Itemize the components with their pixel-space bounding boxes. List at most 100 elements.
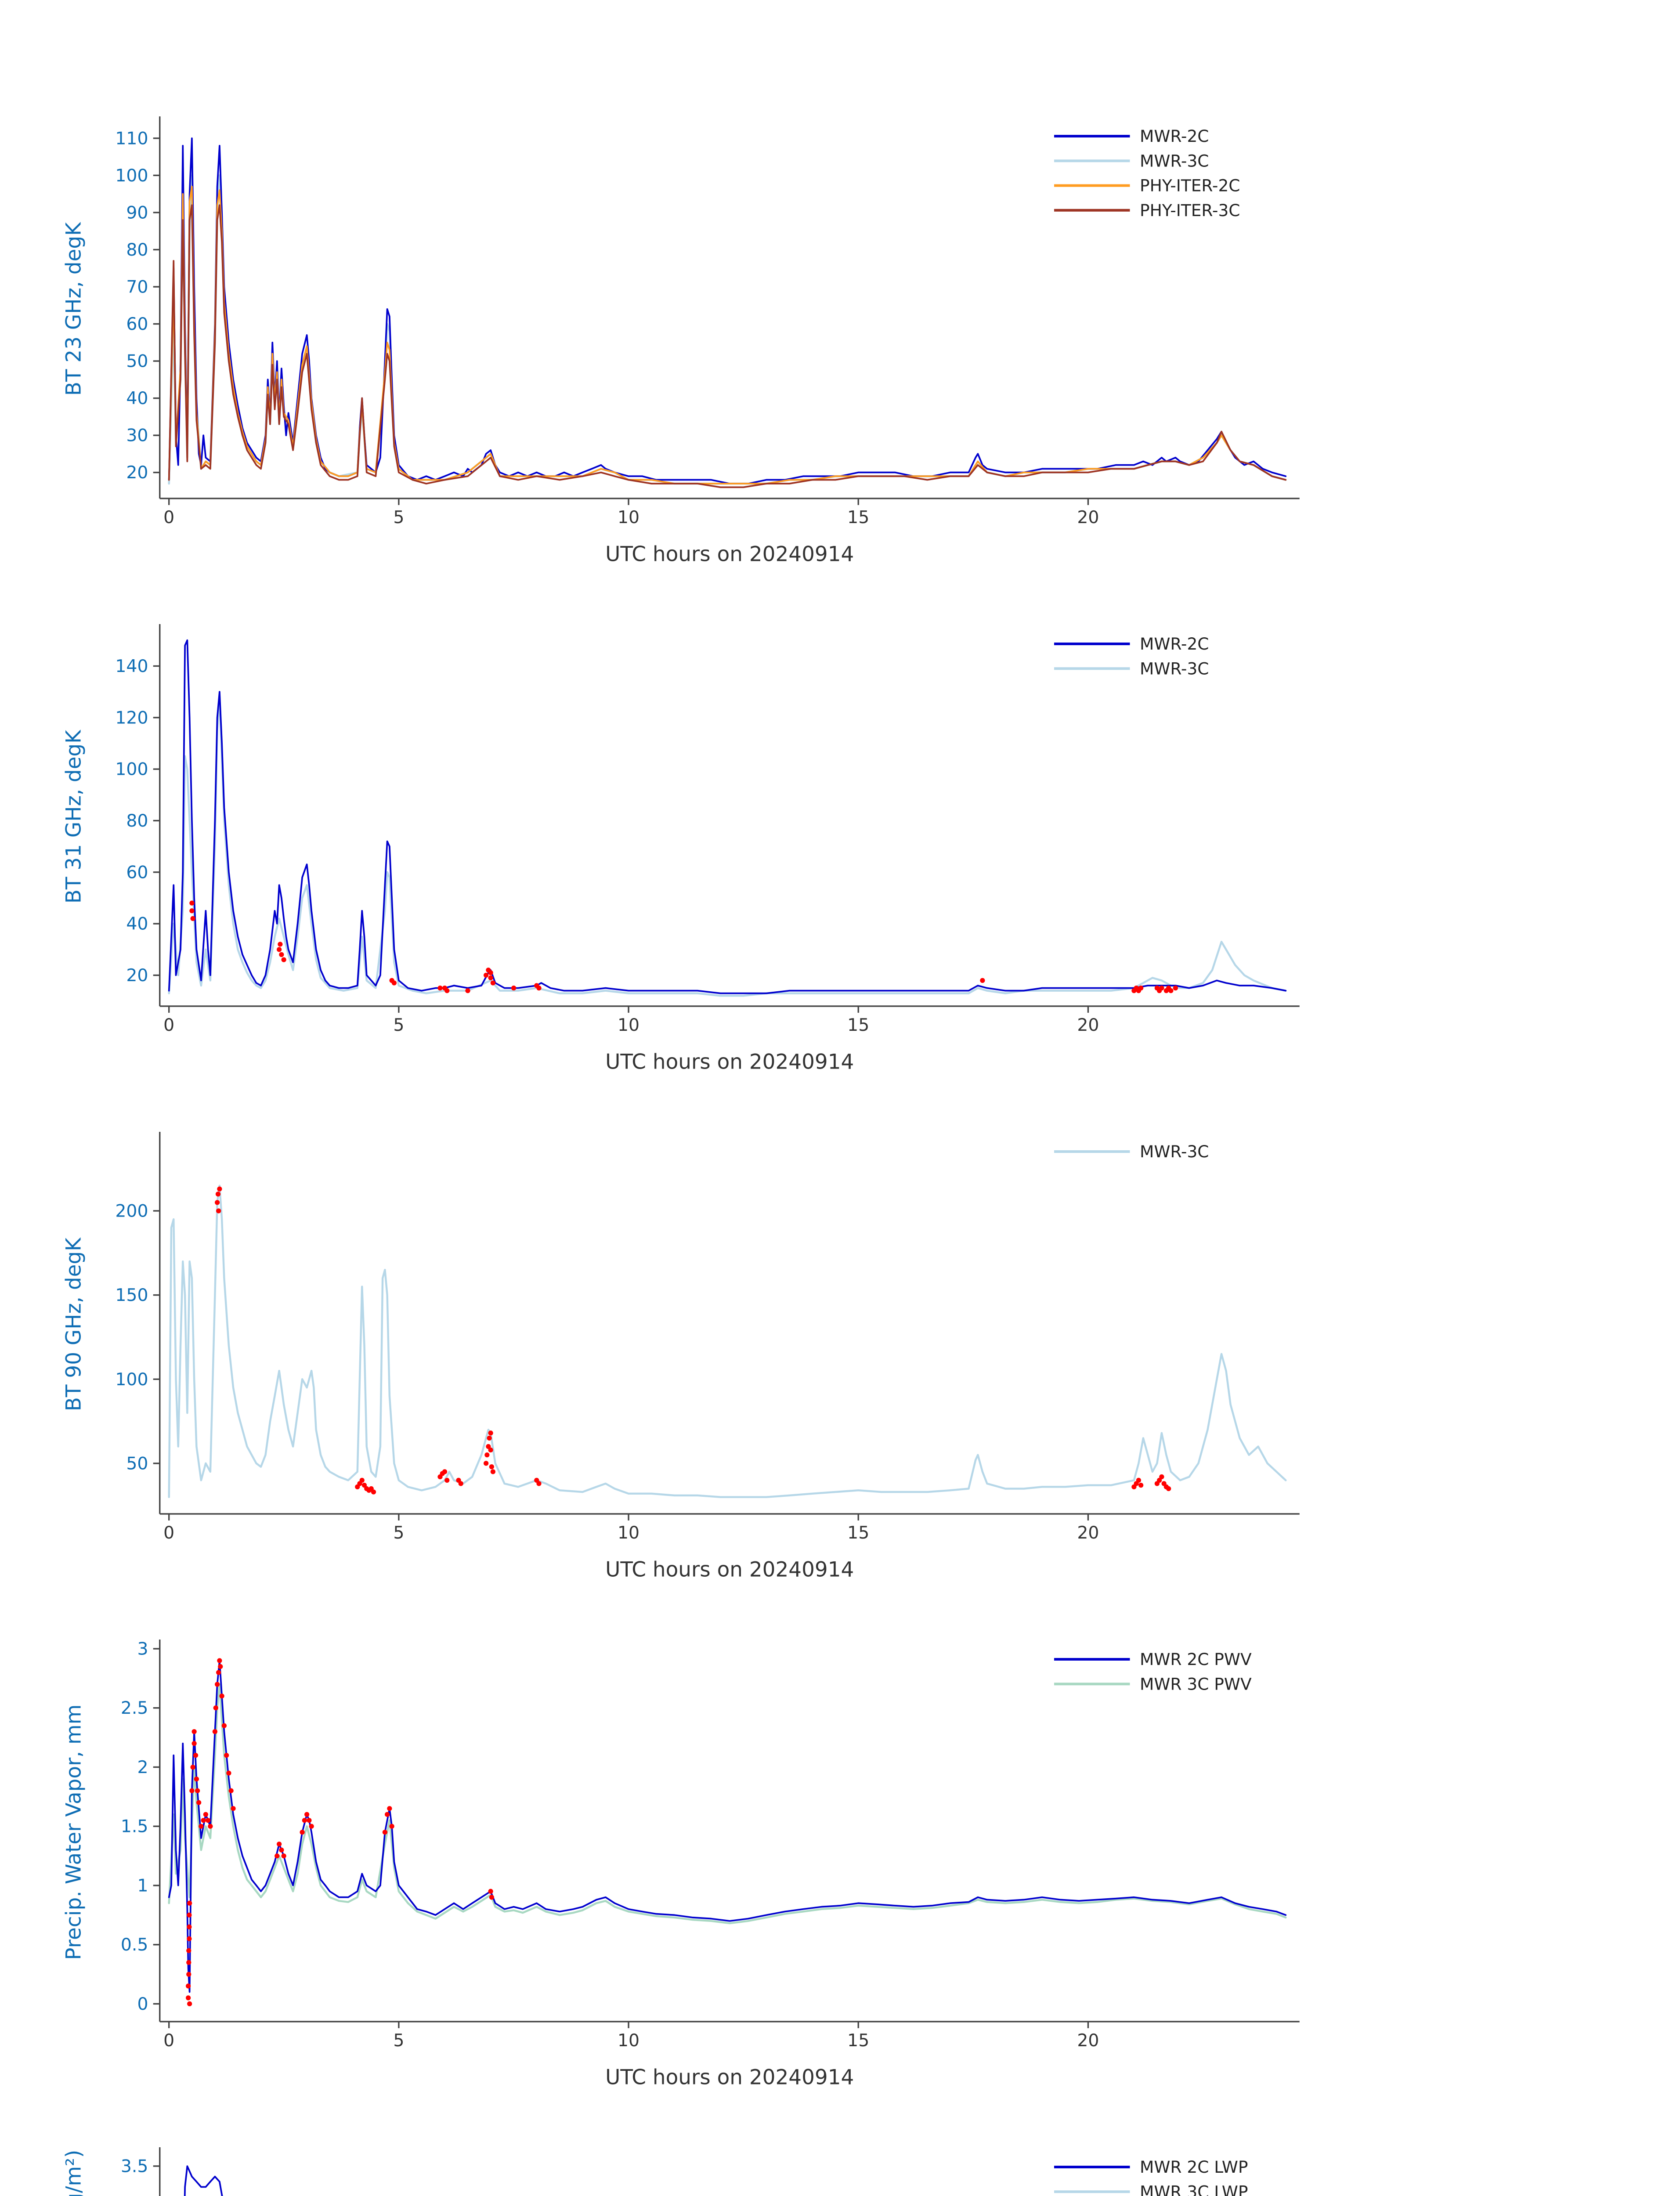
scatter-point-flagged [302, 1818, 307, 1823]
legend-label: MWR 3C LWP [1140, 2182, 1248, 2196]
scatter-point-flagged [277, 1842, 282, 1847]
y-tick-label: 2 [137, 1757, 148, 1777]
y-tick-label: 0 [137, 1994, 148, 2014]
x-tick-label: 20 [1077, 1015, 1099, 1035]
x-tick-label: 15 [847, 1523, 869, 1543]
x-tick-label: 0 [163, 2030, 174, 2051]
scatter-point-flagged [186, 1983, 191, 1989]
scatter-point-flagged [203, 1812, 208, 1817]
scatter-point-flagged [186, 1948, 191, 1953]
y-tick-label: 140 [115, 656, 148, 676]
y-tick-label: 150 [115, 1285, 148, 1305]
scatter-point-flagged [489, 1464, 494, 1470]
legend-label: MWR 2C LWP [1140, 2157, 1248, 2177]
scatter-point-flagged [484, 1452, 490, 1458]
scatter-point-flagged [201, 1818, 206, 1823]
y-tick-label: 3.5 [121, 2156, 148, 2176]
scatter-point-flagged [487, 1435, 492, 1441]
scatter-point-flagged [191, 1741, 197, 1746]
x-tick-label: 15 [847, 2030, 869, 2051]
scatter-point-flagged [218, 1664, 223, 1669]
scatter-point-flagged [309, 1824, 314, 1829]
x-tick-label: 15 [847, 1015, 869, 1035]
scatter-point-flagged [208, 1824, 213, 1829]
x-tick-label: 10 [618, 2030, 639, 2051]
scatter-point-flagged [536, 1481, 542, 1486]
legend-label: MWR-2C [1140, 634, 1209, 654]
legend-label: MWR-3C [1140, 659, 1209, 678]
scatter-point-flagged [217, 1658, 222, 1663]
scatter-point-flagged [212, 1729, 217, 1734]
y-tick-label: 50 [126, 351, 148, 372]
legend-label: MWR-3C [1140, 1142, 1209, 1161]
series-MWR-3C [168, 174, 1287, 485]
scatter-point-flagged [1138, 1483, 1144, 1488]
scatter-point-flagged [187, 2001, 192, 2007]
scatter-point-flagged [371, 1489, 376, 1495]
series-PHY-ITER-2C [168, 185, 1287, 485]
scatter-point-flagged [214, 1682, 220, 1687]
scatter-point-flagged [216, 1670, 221, 1675]
x-tick-label: 5 [393, 1523, 404, 1543]
scatter-point-flagged [196, 1800, 202, 1805]
scatter-point-flagged [191, 1729, 197, 1734]
scatter-point-flagged [187, 1912, 192, 1918]
y-tick-label: 80 [126, 811, 148, 831]
series-MWR-3C [168, 1185, 1287, 1498]
scatter-point-flagged [980, 978, 985, 983]
x-tick-label: 5 [393, 507, 404, 527]
x-tick-label: 5 [393, 1015, 404, 1035]
y-tick-label: 120 [115, 708, 148, 728]
scatter-point-flagged [488, 1430, 493, 1436]
y-axis-label: Precip. Water Vapor, mm [62, 1705, 86, 1960]
y-axis-label: log10 Liquid Water Path, log10(g/m²) [62, 2150, 86, 2196]
series-MWR-2C-PWV [168, 1660, 1287, 1993]
scatter-point-flagged [217, 1186, 222, 1192]
x-tick-label: 20 [1077, 1523, 1099, 1543]
scatter-point-flagged [511, 986, 517, 991]
y-tick-label: 200 [115, 1201, 148, 1221]
scatter-point-flagged [277, 947, 282, 952]
scatter-point-flagged [387, 1806, 392, 1811]
y-tick-label: 30 [126, 426, 148, 446]
x-axis-label: UTC hours on 20240914 [605, 2065, 854, 2089]
x-tick-label: 0 [163, 1015, 174, 1035]
scatter-point-flagged [488, 970, 493, 975]
pwv-plot: 0 5 10 15 20 0 0.5 1 1.5 2 2.5 3 Precip. Water Vapor… [62, 1639, 1300, 2089]
legend-label: PHY-ITER-2C [1140, 176, 1240, 195]
scatter-point-flagged [484, 1461, 489, 1466]
y-tick-label: 110 [115, 128, 148, 148]
series-MWR-3C-PWV [168, 1683, 1287, 1925]
scatter-point-flagged [279, 952, 284, 957]
x-tick-label: 10 [618, 1523, 639, 1543]
scatter-point-flagged [444, 1477, 450, 1483]
y-axis-label: BT 23 GHz, degK [62, 222, 86, 396]
y-tick-label: 100 [115, 166, 148, 186]
x-tick-label: 10 [618, 1015, 639, 1035]
legend-label: PHY-ITER-3C [1140, 201, 1240, 220]
legend-label: MWR-3C [1140, 151, 1209, 170]
scatter-point-flagged [228, 1788, 234, 1793]
y-tick-label: 20 [126, 965, 148, 986]
y-tick-label: 3 [137, 1639, 148, 1659]
bt23-plot: 0 5 10 15 20 20 30 40 50 60 70 80 90 100 110 BT 23 GHz,… [62, 116, 1300, 566]
y-tick-label: 90 [126, 202, 148, 223]
scatter-point-flagged [278, 942, 283, 947]
scatter-point-flagged [536, 986, 542, 991]
scatter-point-flagged [281, 957, 286, 962]
scatter-point-flagged [186, 1995, 191, 2001]
chart-panel-bt90: 0 5 10 15 20 50 100 150 200 BT 90 GHz, degK UTC ho… [0, 1112, 1680, 1620]
x-tick-label: 5 [393, 2030, 404, 2051]
scatter-point-flagged [391, 980, 397, 986]
scatter-point-flagged [490, 980, 495, 986]
y-tick-label: 1.5 [121, 1817, 148, 1837]
series-MWR-3C [168, 696, 1287, 997]
scatter-point-flagged [437, 986, 443, 991]
y-tick-label: 40 [126, 914, 148, 934]
x-tick-label: 10 [618, 507, 639, 527]
bt90-plot: 0 5 10 15 20 50 100 150 200 BT 90 GHz, degK UTC ho… [62, 1131, 1300, 1582]
scatter-point-flagged [219, 1693, 224, 1699]
scatter-point-flagged [465, 988, 470, 993]
scatter-point-flagged [187, 1936, 192, 1941]
x-tick-label: 20 [1077, 2030, 1099, 2051]
